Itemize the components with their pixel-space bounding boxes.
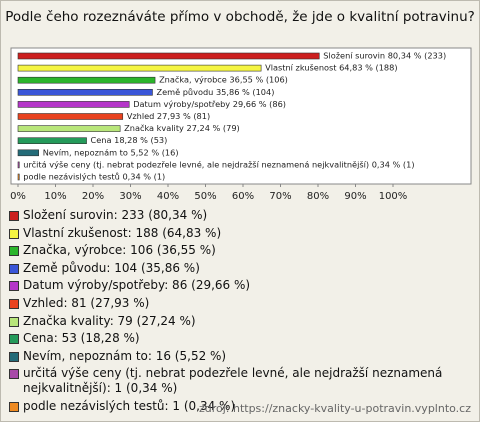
legend-item: Vlastní zkušenost: 188 (64,83 %)	[9, 226, 471, 241]
legend-swatch	[9, 401, 19, 412]
bar-label: určitá výše ceny (tj. nebrat podezřele l…	[23, 159, 414, 169]
legend-item: podle nezávislých testů: 1 (0,34 %)	[9, 399, 471, 414]
bar	[17, 113, 124, 120]
legend-swatch	[9, 263, 19, 274]
legend-label: určitá výše ceny (tj. nebrat podezřele l…	[23, 366, 443, 396]
bar-label: podle nezávislých testů 0,34 % (1)	[23, 172, 165, 182]
legend-item: Nevím, nepoznám to: 16 (5,52 %)	[9, 349, 471, 364]
legend-swatch	[9, 298, 19, 309]
legend-label: Země původu: 104 (35,86 %)	[23, 260, 200, 275]
legend-item: Značka, výrobce: 106 (36,55 %)	[9, 243, 471, 258]
x-tick-label: 0%	[10, 191, 26, 202]
bar-label: Země původu 35,86 % (104)	[156, 87, 274, 97]
x-tick-label: 100%	[379, 191, 408, 202]
bar-label: Vzhled 27,93 % (81)	[127, 111, 210, 121]
x-tick-label: 50%	[194, 191, 216, 202]
x-tick-label: 70%	[269, 191, 291, 202]
x-tick-label: 10%	[44, 191, 66, 202]
x-tick-label: 30%	[119, 191, 141, 202]
legend-item: Cena: 53 (18,28 %)	[9, 331, 471, 346]
legend-label: Datum výroby/spotřeby: 86 (29,66 %)	[23, 278, 251, 293]
bar	[17, 52, 320, 60]
legend-label: Cena: 53 (18,28 %)	[23, 331, 140, 346]
legend-label: podle nezávislých testů: 1 (0,34 %)	[23, 398, 236, 413]
legend-swatch	[9, 316, 19, 327]
chart-title: Podle čeho rozeznáváte přímo v obchodě, …	[5, 9, 475, 25]
bar-label: Složení surovin 80,34 % (233)	[323, 51, 446, 61]
bar	[17, 125, 121, 132]
legend-label: Vzhled: 81 (27,93 %)	[23, 295, 150, 310]
legend-label: Značka, výrobce: 106 (36,55 %)	[23, 243, 216, 258]
legend-item: Datum výroby/spotřeby: 86 (29,66 %)	[9, 278, 471, 293]
legend-label: Nevím, nepoznám to: 16 (5,52 %)	[23, 348, 227, 363]
bar-label: Značka, výrobce 36,55 % (106)	[159, 75, 288, 85]
legend-item: Značka kvality: 79 (27,24 %)	[9, 314, 471, 329]
bar	[17, 76, 156, 84]
legend-swatch	[9, 211, 19, 221]
x-tick-label: 90%	[344, 191, 366, 202]
x-tick-label: 40%	[157, 191, 179, 202]
chart: Podle čeho rozeznáváte přímo v obchodě, …	[5, 9, 475, 202]
legend-item: určitá výše ceny (tj. nebrat podezřele l…	[9, 366, 471, 396]
legend-item: Složení surovin: 233 (80,34 %)	[9, 208, 471, 223]
bar	[17, 161, 20, 169]
legend: Složení surovin: 233 (80,34 %) Vlastní zk…	[9, 208, 471, 417]
x-tick-label: 20%	[82, 191, 104, 202]
bar	[17, 173, 20, 181]
legend-label: Vlastní zkušenost: 188 (64,83 %)	[23, 225, 222, 240]
bar	[17, 89, 153, 96]
x-tick-label: 60%	[232, 191, 254, 202]
bar-label: Vlastní zkušenost 64,83 % (188)	[265, 63, 397, 73]
bar	[17, 64, 262, 72]
legend-item: Země původu: 104 (35,86 %)	[9, 261, 471, 276]
bar-label: Cena 18,28 % (53)	[91, 135, 168, 145]
legend-swatch	[9, 246, 19, 257]
bar	[17, 101, 130, 108]
legend-swatch	[9, 334, 19, 345]
legend-swatch	[9, 369, 19, 380]
source: zdroj: https://znacky-kvality-u-potravin…	[198, 402, 471, 415]
bar-label: Značka kvality 27,24 % (79)	[124, 123, 240, 133]
bar-label: Datum výroby/spotřeby 29,66 % (86)	[133, 99, 286, 109]
legend-swatch	[9, 228, 19, 239]
legend-swatch	[9, 281, 19, 292]
bar	[17, 149, 40, 157]
legend-item: Vzhled: 81 (27,93 %)	[9, 296, 471, 311]
legend-label: Značka kvality: 79 (27,24 %)	[23, 313, 196, 328]
x-tick-label: 80%	[307, 191, 329, 202]
bar-label: Nevím, nepoznám to 5,52 % (16)	[43, 147, 179, 157]
legend-swatch	[9, 351, 19, 362]
bar	[17, 137, 87, 144]
legend-label: Složení surovin: 233 (80,34 %)	[23, 208, 208, 222]
